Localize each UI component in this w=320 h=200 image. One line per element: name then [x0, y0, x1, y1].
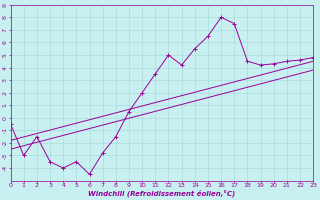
X-axis label: Windchill (Refroidissement éolien,°C): Windchill (Refroidissement éolien,°C): [88, 190, 236, 197]
